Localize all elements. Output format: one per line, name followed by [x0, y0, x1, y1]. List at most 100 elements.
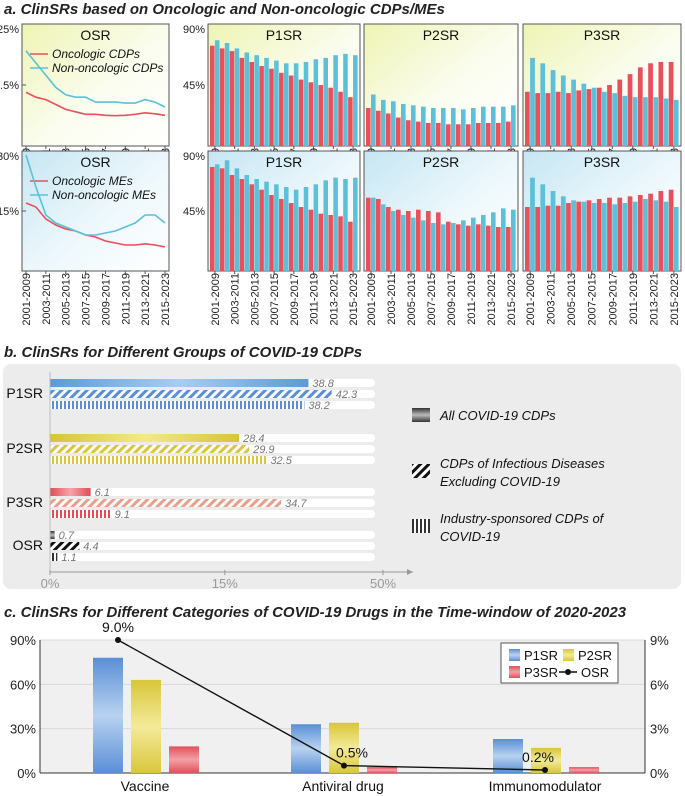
bar: [421, 220, 426, 271]
osr-ytick-label: 30%: [0, 151, 19, 163]
bar: [308, 209, 314, 271]
bar: [50, 531, 55, 539]
bar: [249, 184, 254, 271]
bar: [436, 122, 441, 146]
xtick-label: 2001-2009: [210, 273, 222, 326]
bar: [663, 98, 669, 146]
bar-value-label: 38.8: [312, 378, 334, 390]
bar-panel-title: P3SR: [584, 154, 621, 170]
bar: [673, 207, 679, 271]
section-c-title: c. ClinSRs for Different Categories of C…: [4, 604, 627, 621]
bar: [308, 82, 314, 146]
bar: [622, 95, 628, 146]
bar: [566, 93, 571, 146]
bar: [673, 99, 679, 146]
group-label: OSR: [13, 537, 43, 553]
osr-point: [341, 762, 347, 769]
bar: [343, 179, 348, 271]
bar: [643, 97, 648, 146]
bar: [637, 67, 643, 146]
bar: [371, 197, 376, 271]
bar-value-label: 0.7: [59, 530, 75, 542]
bar-track: [50, 488, 375, 496]
bar: [496, 227, 501, 271]
bar: [632, 201, 638, 271]
bar-ytick-label: 45%: [183, 206, 205, 218]
bar-value-label: 34.7: [285, 498, 307, 510]
bar: [461, 220, 466, 271]
bar: [617, 197, 623, 271]
xtick-label: 2003-2011: [386, 273, 398, 325]
bar: [210, 45, 215, 146]
bar: [338, 216, 343, 271]
legend-marker-swatch: [565, 669, 571, 675]
bar-value-label: 32.5: [270, 455, 292, 467]
bar: [566, 203, 571, 271]
bar: [586, 200, 592, 271]
bar: [50, 401, 305, 409]
bar: [506, 121, 511, 146]
bar: [298, 207, 304, 271]
bar: [431, 108, 436, 146]
bar: [555, 205, 561, 271]
legend-label: Industry-sponsored CDPs of: [440, 511, 605, 526]
xtick-label: 2001-2009: [21, 273, 33, 326]
bar: [318, 213, 324, 271]
bar-value-label: 1.1: [61, 552, 76, 564]
bar: [401, 103, 406, 146]
bar: [411, 105, 416, 146]
xtick-label: 2003-2011: [546, 273, 558, 325]
osr-point-label: 0.5%: [336, 745, 368, 761]
bar: [313, 184, 319, 271]
legend-box: [500, 642, 619, 684]
bar: [576, 201, 582, 271]
bar: [333, 55, 338, 146]
osr-panel-title: OSR: [80, 27, 110, 43]
bar: [586, 89, 592, 146]
bar: [214, 164, 220, 271]
bar: [591, 87, 597, 146]
bar-value-label: 29.9: [252, 444, 274, 456]
bar: [284, 187, 289, 271]
section-a-title: a. ClinSRs based on Oncologic and Non-on…: [4, 1, 445, 18]
x-tick-label: 15%: [212, 576, 238, 591]
bar: [269, 195, 274, 271]
bar: [596, 87, 602, 146]
bar: [530, 177, 535, 271]
bar: [648, 63, 653, 147]
xtick-label: 2009-2017: [100, 273, 112, 326]
bar: [50, 553, 58, 561]
y-right-tick-label: 0%: [650, 766, 669, 781]
legend-swatch: [509, 666, 520, 678]
bar: [555, 91, 561, 146]
xtick-label: 2011-2019: [628, 273, 640, 325]
bar: [501, 106, 506, 146]
bar: [210, 167, 215, 271]
bar: [491, 106, 496, 146]
bar-panel-title: P2SR: [423, 27, 460, 43]
osr-point: [542, 767, 548, 774]
xtick-label: 2011-2019: [120, 273, 132, 325]
bar: [396, 117, 401, 146]
xtick-label: 2003-2011: [41, 273, 53, 325]
bar-panel-title: P1SR: [266, 27, 303, 43]
bar: [481, 106, 486, 146]
bar: [668, 189, 674, 271]
bar: [581, 83, 587, 146]
bar: [366, 197, 371, 271]
osr-series-line: [25, 202, 166, 248]
xtick-label: 2011-2019: [466, 273, 478, 325]
osr-point-label: 9.0%: [102, 619, 134, 635]
bar: [348, 97, 353, 146]
bar: [284, 63, 289, 147]
bar: [607, 85, 612, 146]
legend-label: Excluding COVID-19: [440, 474, 560, 489]
legend-label: COVID-19: [440, 529, 500, 544]
bar: [436, 212, 441, 271]
bar: [348, 221, 353, 271]
bar: [653, 200, 659, 271]
bar: [416, 209, 421, 271]
y-left-tick-label: 30%: [10, 722, 36, 737]
bar: [219, 168, 225, 271]
bar: [530, 57, 535, 146]
